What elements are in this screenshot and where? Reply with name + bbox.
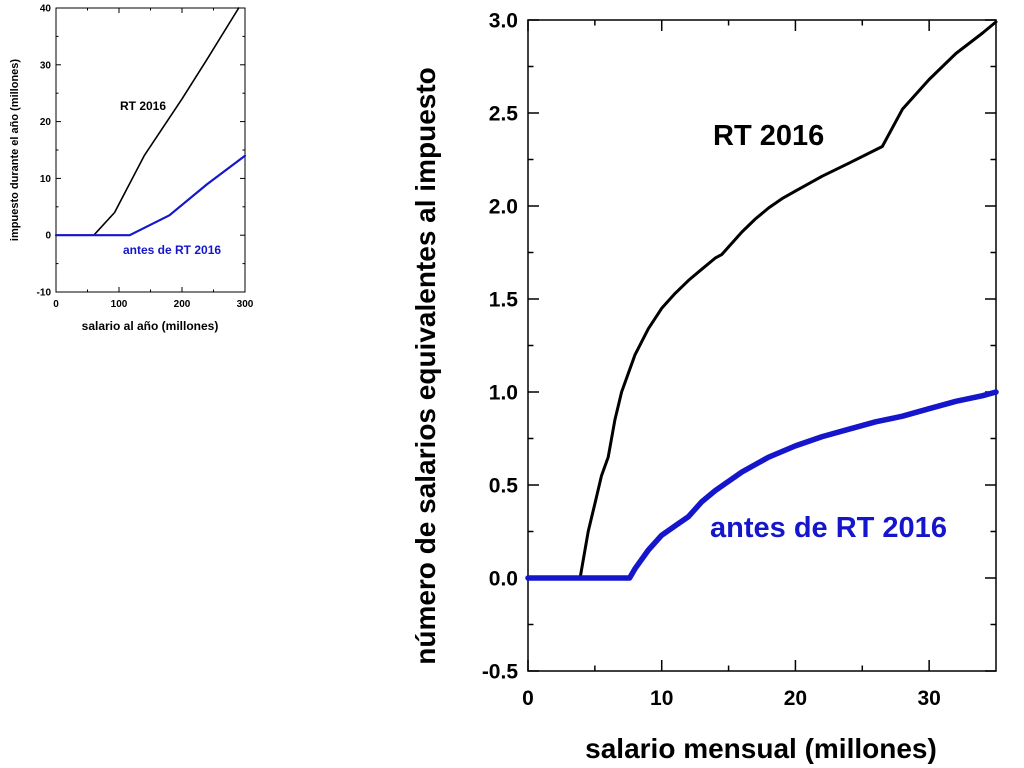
large-series-lines [525, 20, 999, 581]
large-y-tick-label: 0.5 [489, 474, 519, 497]
large-series-line-1 [525, 389, 999, 581]
large-y-tick-label: 3.0 [489, 9, 518, 32]
small-x-tick-label: 300 [237, 299, 254, 310]
small-y-tick-label: 10 [40, 174, 52, 185]
small-y-tick-label: 40 [40, 4, 52, 15]
small-x-tick-label: 0 [53, 299, 59, 310]
large-x-axis-label: salario mensual (millones) [585, 733, 937, 764]
small-y-axis-label: impuesto durante el año (millones) [9, 59, 21, 241]
large-salaries-chart: 0 10 20 30 -0.5 0.0 0.5 1.0 1.5 2.0 2.5 3.0 salario… [410, 9, 999, 764]
small-series-label-rt-2016: RT 2016 [120, 99, 166, 113]
large-y-tick-label: 1.5 [489, 288, 519, 311]
large-y-tick-label: 2.0 [489, 195, 518, 218]
large-y-tick-label: 0.0 [489, 567, 518, 590]
large-plot-frame [527, 19, 997, 672]
small-series-label-antes: antes de RT 2016 [123, 243, 221, 257]
small-series-line-1 [54, 154, 247, 237]
small-x-axis-label: salario al año (millones) [82, 319, 219, 333]
large-y-tick-label: 1.0 [489, 381, 518, 404]
large-x-tick-label: 0 [522, 687, 534, 710]
large-y-tick-label: -0.5 [482, 660, 519, 683]
small-y-tick-label: 0 [45, 231, 51, 242]
small-x-tick-label: 100 [111, 299, 128, 310]
large-y-axis-label: número de salarios equivalentes al impue… [410, 67, 441, 665]
small-series-lines [54, 7, 247, 237]
small-series-line-0 [55, 7, 240, 236]
small-x-tick-label: 200 [174, 299, 191, 310]
large-x-tick-label: 20 [784, 687, 807, 710]
large-axis-ticks: 0 10 20 30 -0.5 0.0 0.5 1.0 1.5 2.0 2.5 3.0 [482, 9, 996, 710]
large-x-tick-label: 10 [650, 687, 673, 710]
small-y-tick-label: -10 [37, 288, 52, 299]
large-x-tick-label: 30 [917, 687, 940, 710]
small-y-tick-label: 30 [40, 60, 52, 71]
small-y-tick-label: 20 [40, 117, 52, 128]
large-series-line-0 [526, 20, 998, 580]
large-series-label-antes: antes de RT 2016 [710, 512, 947, 544]
large-series-label-rt-2016: RT 2016 [713, 120, 824, 152]
large-y-tick-label: 2.5 [489, 102, 519, 125]
